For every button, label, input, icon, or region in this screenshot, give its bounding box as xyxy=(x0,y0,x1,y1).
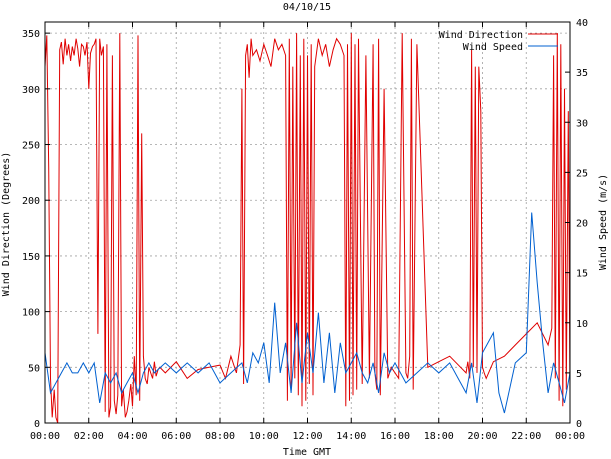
y-left-tick-label: 250 xyxy=(22,141,40,152)
x-tick-label: 22:00 xyxy=(511,431,541,442)
legend-label-wind-direction: Wind Direction xyxy=(439,30,523,41)
chart-title: 04/10/15 xyxy=(283,2,331,13)
y-right-tick-label: 20 xyxy=(576,219,588,230)
series-line-wind-speed xyxy=(44,212,571,414)
y-left-tick-label: 350 xyxy=(22,29,40,40)
x-tick-label: 06:00 xyxy=(161,431,191,442)
y-left-tick-label: 150 xyxy=(22,252,40,263)
y-right-tick-label: 10 xyxy=(576,319,588,330)
y-left-tick-label: 300 xyxy=(22,85,40,96)
y-left-tick-label: 100 xyxy=(22,308,40,319)
x-axis-label: Time GMT xyxy=(283,447,331,458)
x-tick-label: 00:00 xyxy=(30,431,60,442)
y-left-tick-label: 200 xyxy=(22,196,40,207)
y-right-tick-label: 15 xyxy=(576,269,588,280)
y-right-tick-label: 0 xyxy=(576,419,582,430)
y-left-tick-label: 50 xyxy=(28,363,40,374)
x-tick-label: 10:00 xyxy=(249,431,279,442)
y-left-tick-label: 0 xyxy=(34,419,40,430)
y-right-tick-label: 40 xyxy=(576,18,588,29)
series-layer xyxy=(44,33,571,424)
x-tick-label: 00:00 xyxy=(555,431,585,442)
y-right-tick-label: 5 xyxy=(576,369,582,380)
legend: Wind Direction Wind Speed xyxy=(439,30,558,53)
y-axis-label-right: Wind Speed (m/s) xyxy=(598,174,609,270)
series-line-wind-direction xyxy=(44,33,571,424)
y-right-tick-label: 25 xyxy=(576,168,588,179)
y-right-tick-label: 35 xyxy=(576,68,588,79)
y-axis-label-left: Wind Direction (Degrees) xyxy=(1,152,12,297)
y-right-tick-label: 30 xyxy=(576,118,588,129)
x-tick-label: 16:00 xyxy=(380,431,410,442)
x-tick-label: 12:00 xyxy=(292,431,322,442)
x-tick-label: 18:00 xyxy=(424,431,454,442)
x-tick-label: 02:00 xyxy=(74,431,104,442)
x-tick-label: 04:00 xyxy=(117,431,147,442)
x-tick-label: 14:00 xyxy=(336,431,366,442)
ticks xyxy=(44,21,571,424)
x-tick-label: 20:00 xyxy=(467,431,497,442)
legend-label-wind-speed: Wind Speed xyxy=(463,42,523,53)
x-tick-label: 08:00 xyxy=(205,431,235,442)
